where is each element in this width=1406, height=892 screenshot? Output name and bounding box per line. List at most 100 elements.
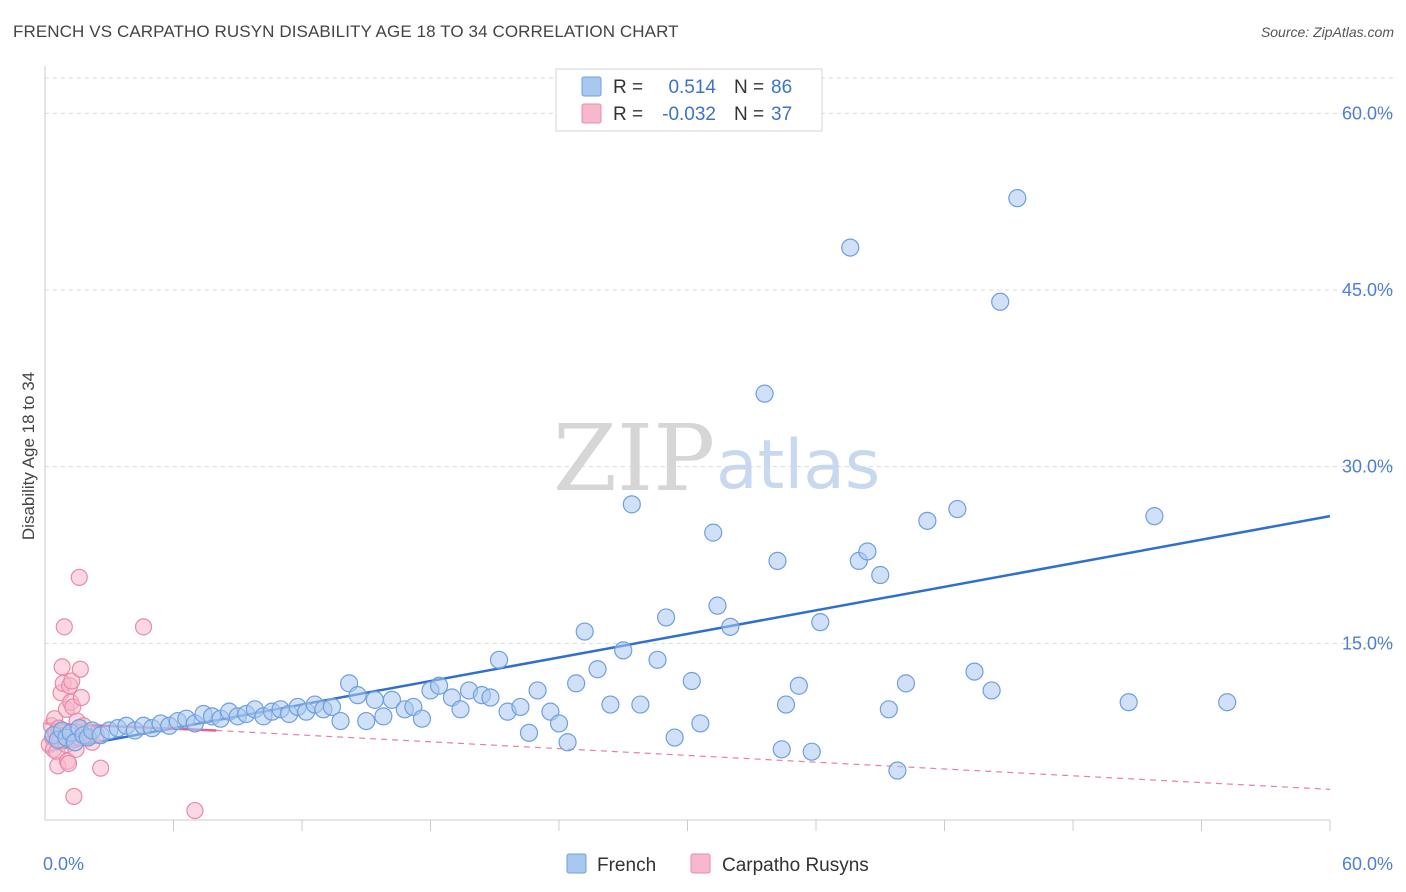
french-point [348, 686, 367, 705]
carpatho-point [134, 618, 153, 636]
french-point [858, 542, 877, 561]
bottom-legend-carpatho-swatch [690, 853, 711, 874]
carpatho-point [59, 754, 78, 773]
y-tick-label: 60.0% [1342, 103, 1393, 123]
french-point [1145, 507, 1164, 526]
carpatho-point [71, 660, 89, 678]
french-point [1008, 189, 1027, 208]
french-point [768, 551, 787, 570]
french-point [1119, 693, 1138, 712]
carpatho-point [70, 568, 88, 586]
legend-french-swatch [581, 76, 602, 97]
french-point [802, 742, 821, 761]
carpatho-point [72, 688, 91, 707]
carpatho-point [53, 658, 71, 676]
carpatho-trend-dashed [216, 729, 1331, 790]
french-point [622, 495, 641, 514]
legend-french-r-label: R = [613, 77, 643, 98]
french-point [918, 511, 937, 530]
chart-title: FRENCH VS CARPATHO RUSYN DISABILITY AGE … [13, 22, 679, 41]
french-point [1218, 693, 1237, 712]
french-point [776, 695, 796, 714]
bottom-legend-french-label: French [597, 855, 656, 876]
legend-french-n-label: N = [734, 77, 764, 98]
tick-labels: 15.0% 30.0% 45.0% 60.0% 0.0% 60.0% [43, 103, 1393, 874]
french-point [948, 499, 967, 519]
french-point [682, 671, 701, 691]
carpatho-point [186, 801, 204, 820]
x-tick-label-max: 60.0% [1342, 854, 1393, 874]
french-point [567, 674, 586, 693]
legend-carpatho-r-label: R = [613, 104, 643, 125]
french-point [656, 608, 676, 627]
french-point [691, 714, 710, 733]
watermark-zip: ZIP [553, 405, 715, 512]
legend-carpatho-n-label: N = [734, 104, 764, 125]
french-point [648, 650, 667, 669]
bottom-legend-french-swatch [566, 853, 587, 874]
carpatho-points [40, 568, 204, 820]
french-point [991, 292, 1010, 311]
bottom-legend: French Carpatho Rusyns [566, 853, 869, 876]
french-point [481, 688, 500, 707]
french-point [755, 384, 774, 403]
legend-carpatho-r-value: -0.032 [662, 104, 716, 125]
french-point [365, 690, 384, 709]
french-point [772, 740, 791, 759]
x-tick-label-min: 0.0% [43, 854, 84, 874]
french-point [322, 697, 342, 717]
french-point [558, 733, 577, 752]
french-point [896, 674, 916, 693]
french-points [44, 189, 1237, 780]
carpatho-point [55, 618, 73, 636]
french-point [489, 650, 509, 669]
french-point [841, 238, 860, 257]
french-point [429, 676, 449, 695]
carpatho-point [92, 759, 110, 777]
french-point [631, 695, 650, 714]
french-point [665, 728, 684, 747]
french-point [382, 690, 402, 709]
y-tick-label: 30.0% [1342, 457, 1393, 477]
french-point [888, 761, 907, 780]
y-tick-label: 45.0% [1342, 280, 1393, 300]
french-point [704, 523, 723, 542]
legend-french-n-value: 86 [771, 77, 792, 98]
carpatho-point [65, 787, 83, 806]
french-point [588, 660, 607, 679]
grid [45, 77, 1395, 644]
french-point [511, 697, 530, 717]
carpatho-point [63, 672, 81, 690]
french-point [601, 695, 620, 714]
french-point [811, 613, 830, 632]
french-point [721, 617, 740, 636]
french-point [965, 662, 984, 681]
trend-lines [44, 514, 1331, 790]
french-point [549, 714, 569, 733]
legend-carpatho-n-value: 37 [771, 104, 792, 125]
legend-carpatho-swatch [581, 103, 602, 124]
french-point [871, 565, 890, 585]
axes [44, 66, 1331, 831]
french-point [708, 596, 727, 615]
french-point [789, 676, 808, 695]
french-point [357, 711, 376, 731]
french-point [451, 700, 470, 719]
watermark: ZIP atlas [553, 405, 880, 512]
french-point [412, 709, 432, 728]
legend-french-r-value: 0.514 [668, 77, 716, 98]
french-point [879, 700, 898, 719]
french-point [614, 641, 633, 660]
french-point [519, 723, 539, 742]
french-point [374, 707, 393, 726]
french-point [331, 711, 350, 731]
french-point [528, 681, 547, 700]
bottom-legend-carpatho-label: Carpatho Rusyns [722, 855, 869, 876]
watermark-atlas: atlas [716, 426, 880, 505]
source-label: Source: ZipAtlas.com [1260, 24, 1394, 40]
french-point [575, 622, 594, 641]
french-point [982, 681, 1001, 700]
legend: R = 0.514 N = 86 R = -0.032 N = 37 [555, 68, 823, 132]
y-tick-label: 15.0% [1342, 633, 1393, 653]
